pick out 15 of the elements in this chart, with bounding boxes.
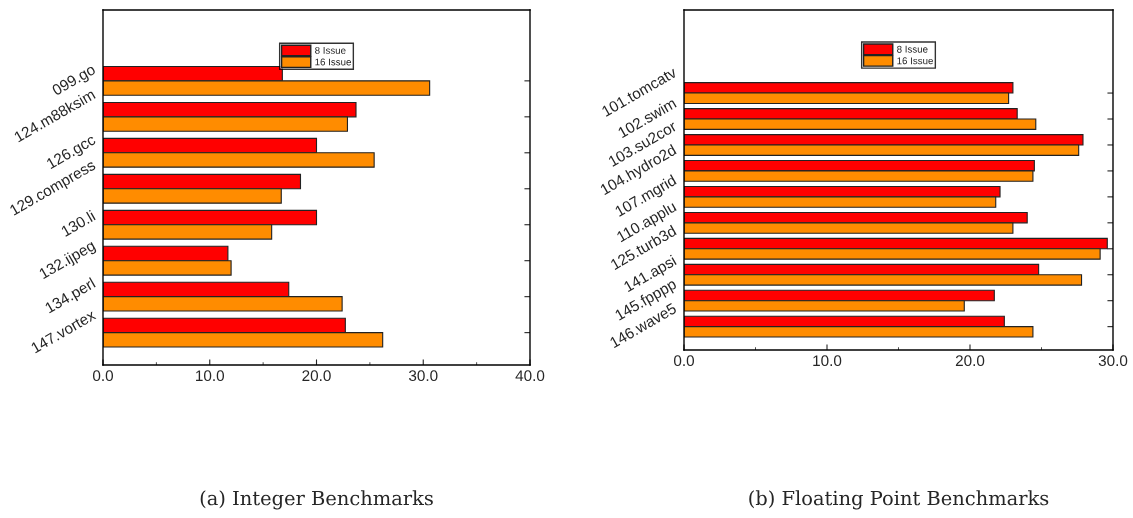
legend-label: 16 Issue (315, 58, 351, 66)
legend-label: 8 Issue (315, 46, 346, 54)
x-tick-label: 0.0 (673, 355, 695, 367)
x-tick-label: 10.0 (813, 355, 842, 367)
text: (b) Floating Point Benchmarks (749, 490, 1049, 510)
x-tick-label: 20.0 (302, 370, 331, 382)
x-tick-label: 0.0 (92, 370, 114, 382)
x-tick-label: 30.0 (1098, 355, 1128, 367)
x-tick-label: 40.0 (515, 370, 545, 382)
text: (a) Integer Benchmarks (200, 490, 433, 510)
x-tick-label: 20.0 (955, 355, 985, 367)
legend-label: 16 Issue (897, 57, 933, 65)
x-tick-label: 10.0 (196, 370, 225, 382)
x-tick-label: 30.0 (408, 370, 438, 382)
legend-label: 8 Issue (897, 45, 928, 53)
